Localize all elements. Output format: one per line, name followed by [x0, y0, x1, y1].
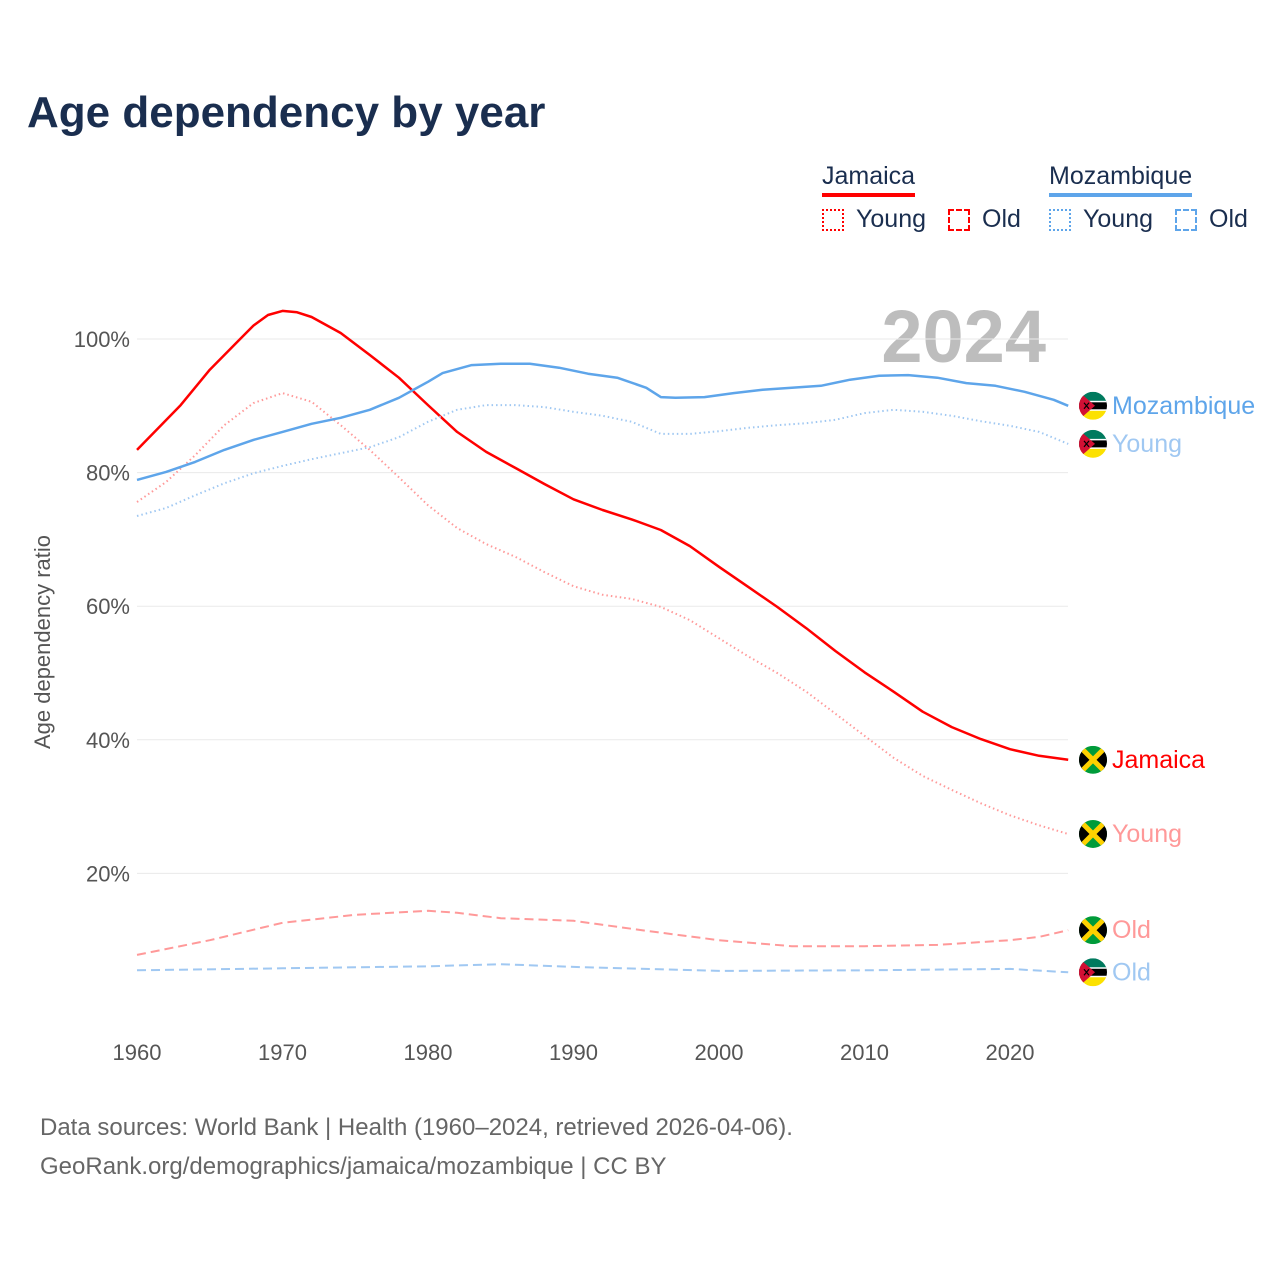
- y-tick-label: 40%: [86, 728, 130, 753]
- chart-title: Age dependency by year: [27, 88, 546, 137]
- y-tick-label: 80%: [86, 461, 130, 486]
- series-line-mozambique-young[interactable]: [136, 404, 1069, 517]
- series-line-mozambique[interactable]: [136, 362, 1069, 482]
- y-tick-label: 60%: [86, 594, 130, 619]
- legend-country-mozambique[interactable]: Mozambique: [1049, 162, 1193, 197]
- end-label-jamaica-young[interactable]: Young: [1079, 819, 1182, 848]
- legend-young-jamaica[interactable]: Young: [856, 205, 926, 233]
- source-line-1: Data sources: World Bank | Health (1960–…: [40, 1114, 793, 1141]
- y-axis-label: Age dependency ratio: [30, 535, 55, 749]
- series-line-mozambique-old[interactable]: [136, 963, 1069, 974]
- end-label-jamaica[interactable]: Jamaica: [1079, 745, 1205, 774]
- end-label-text: Mozambique: [1112, 392, 1255, 420]
- legend-swatch-dotted: [822, 208, 844, 231]
- mozambique-flag-icon: [1079, 429, 1107, 458]
- x-tick-label: 2010: [840, 1040, 889, 1065]
- x-tick-label: 2020: [986, 1040, 1035, 1065]
- legend-old-jamaica[interactable]: Old: [982, 205, 1021, 233]
- mozambique-flag-icon: [1079, 958, 1107, 987]
- legend-jamaica[interactable]: Jamaica Young Old: [822, 162, 1021, 234]
- source-note: Data sources: World Bank | Health (1960–…: [40, 1108, 793, 1186]
- plot-area: 2024 Age dependency ratio 20% 40% 60% 80% 10…: [30, 295, 1255, 1065]
- mozambique-flag-icon: [1079, 391, 1107, 420]
- jamaica-flag-icon: [1079, 745, 1107, 774]
- x-tick-label: 2000: [695, 1040, 744, 1065]
- series-line-jamaica-young[interactable]: [136, 392, 1069, 835]
- jamaica-flag-icon: [1079, 916, 1107, 945]
- source-line-2[interactable]: GeoRank.org/demographics/jamaica/mozambi…: [40, 1153, 667, 1180]
- year-watermark: 2024: [881, 295, 1046, 378]
- x-tick-label: 1990: [549, 1040, 598, 1065]
- legend-young-mozambique[interactable]: Young: [1083, 205, 1153, 233]
- legend-swatch-dotted: [1049, 208, 1071, 231]
- end-label-text: Young: [1112, 820, 1182, 848]
- series-line-jamaica[interactable]: [136, 309, 1069, 762]
- legend-mozambique[interactable]: Mozambique Young Old: [1049, 162, 1248, 234]
- end-label-text: Jamaica: [1112, 746, 1205, 774]
- end-label-text: Old: [1112, 958, 1151, 986]
- y-tick-label: 100%: [74, 327, 130, 352]
- end-label-mozambique[interactable]: Mozambique: [1079, 391, 1255, 420]
- x-tick-label: 1980: [404, 1040, 453, 1065]
- end-label-mozambique-old[interactable]: Old: [1079, 958, 1151, 987]
- legend-old-mozambique[interactable]: Old: [1209, 205, 1248, 233]
- jamaica-flag-icon: [1079, 819, 1107, 848]
- x-tick-label: 1970: [258, 1040, 307, 1065]
- x-tick-label: 1960: [113, 1040, 162, 1065]
- end-label-jamaica-old[interactable]: Old: [1079, 916, 1151, 945]
- series-line-jamaica-old[interactable]: [136, 909, 1069, 956]
- legend-country-jamaica[interactable]: Jamaica: [822, 162, 916, 197]
- end-label-text: Old: [1112, 916, 1151, 944]
- end-label-text: Young: [1112, 430, 1182, 458]
- legend-swatch-dashed: [948, 208, 970, 231]
- legend-swatch-dashed: [1175, 208, 1197, 231]
- y-tick-label: 20%: [86, 861, 130, 886]
- end-label-mozambique-young[interactable]: Young: [1079, 429, 1182, 458]
